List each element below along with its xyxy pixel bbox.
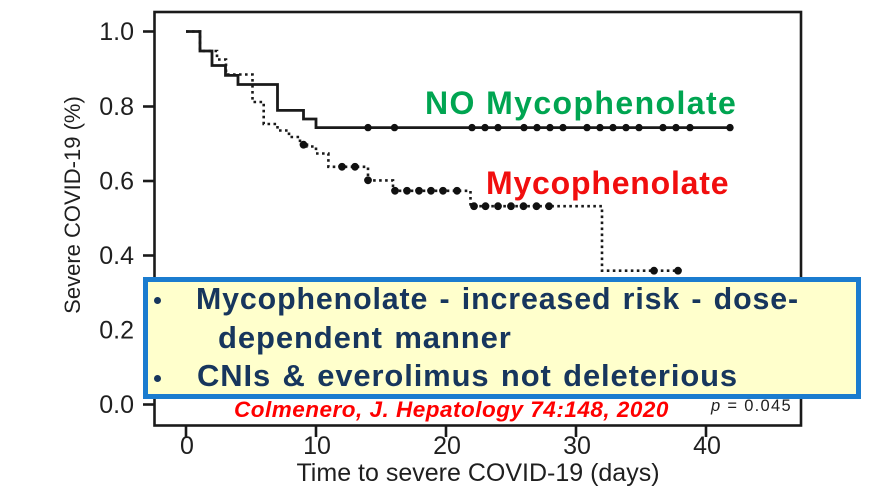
svg-text:0.6: 0.6 — [99, 168, 134, 196]
svg-text:Mycophenolate: Mycophenolate — [486, 165, 729, 201]
svg-text:0.0: 0.0 — [99, 391, 134, 419]
svg-text:0.2: 0.2 — [99, 317, 134, 345]
svg-text:0: 0 — [180, 432, 194, 460]
svg-text:Mycophenolate - increased risk: Mycophenolate - increased risk - dose- — [196, 281, 799, 316]
svg-text:0.4: 0.4 — [99, 242, 134, 270]
svg-text:30: 30 — [563, 432, 591, 460]
svg-text:dependent manner: dependent manner — [218, 320, 512, 355]
svg-text:Severe COVID-19 (%): Severe COVID-19 (%) — [60, 96, 85, 314]
svg-text:1.0: 1.0 — [99, 18, 134, 46]
svg-text:20: 20 — [433, 432, 461, 460]
svg-text:Colmenero, J. Hepatology 74:14: Colmenero, J. Hepatology 74:148, 2020 — [234, 397, 669, 422]
svg-text:NO Mycophenolate: NO Mycophenolate — [425, 85, 737, 121]
svg-text:40: 40 — [693, 432, 721, 460]
svg-text:0.8: 0.8 — [99, 93, 134, 121]
svg-text:p = 0.045: p = 0.045 — [710, 397, 792, 415]
svg-text:Time to severe COVID-19 (days): Time to severe COVID-19 (days) — [296, 459, 659, 487]
svg-text:CNIs & everolimus not deleteri: CNIs & everolimus not deleterious — [197, 358, 738, 393]
svg-text:10: 10 — [303, 432, 331, 460]
